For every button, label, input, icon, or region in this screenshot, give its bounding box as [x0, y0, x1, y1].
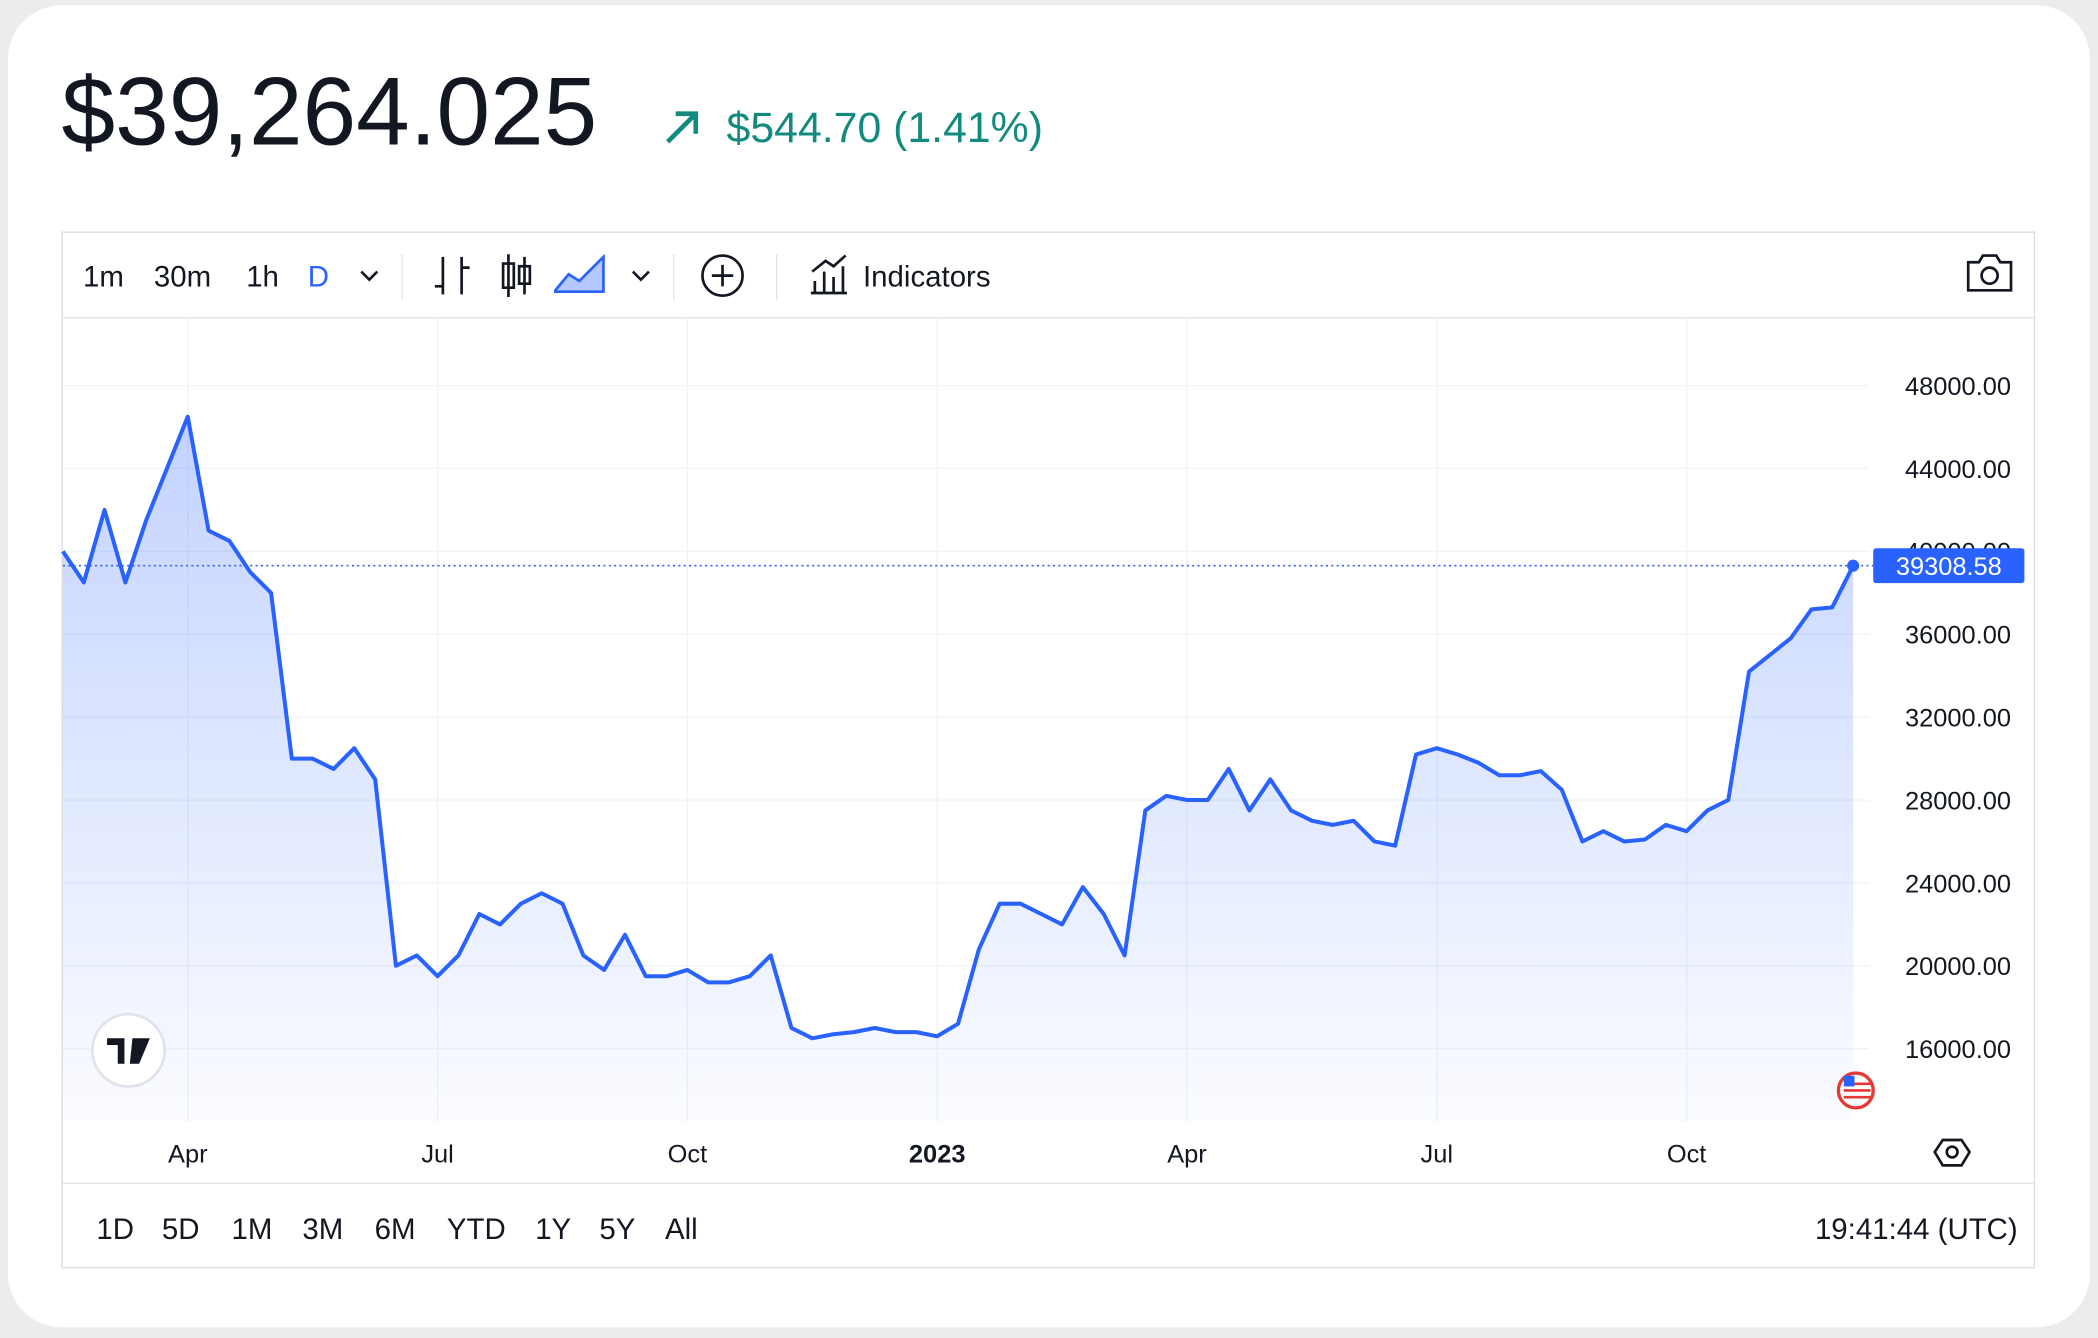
- range-button[interactable]: YTD: [447, 1213, 506, 1246]
- up-arrow: [666, 111, 699, 144]
- price: $39,264.025: [62, 59, 598, 166]
- interval-button-active[interactable]: D: [308, 260, 329, 293]
- indicators-icon[interactable]: [810, 254, 847, 295]
- range-button[interactable]: 5D: [162, 1213, 200, 1246]
- range-button[interactable]: 1Y: [535, 1213, 571, 1246]
- range-button[interactable]: 1M: [231, 1213, 272, 1246]
- interval-button[interactable]: 1m: [83, 260, 124, 293]
- range-button[interactable]: 6M: [375, 1213, 416, 1246]
- area-icon[interactable]: [553, 253, 605, 294]
- x-tick-label: Oct: [668, 1141, 708, 1169]
- clock: 19:41:44 (UTC): [1815, 1213, 2018, 1246]
- x-tick-label: Oct: [1667, 1141, 1707, 1169]
- range-button[interactable]: All: [665, 1213, 698, 1246]
- y-tick-label: 32000.00: [1905, 705, 2011, 733]
- screenshot-button[interactable]: [1966, 254, 2013, 292]
- last-value-label: 39308.58: [1896, 553, 2002, 581]
- plot: Apr Jul Oct 2023 Apr Jul Oct 16000.00 20000.00 24…: [61, 318, 2025, 1169]
- logo-badge: [90, 1012, 166, 1088]
- x-tick-label: Jul: [421, 1141, 453, 1169]
- y-tick-label: 36000.00: [1905, 622, 2011, 650]
- compare-plus: [711, 264, 734, 287]
- range-button[interactable]: 1D: [96, 1213, 134, 1246]
- camera-lens: [1980, 266, 1999, 285]
- settings-dot: [1945, 1145, 1959, 1159]
- y-tick-label: 28000.00: [1905, 787, 2011, 815]
- interval-button[interactable]: 30m: [154, 260, 211, 293]
- y-tick-label: 16000.00: [1905, 1036, 2011, 1064]
- range-button[interactable]: 3M: [302, 1213, 343, 1246]
- bars-icon[interactable]: [434, 256, 470, 295]
- indicators-button[interactable]: Indicators: [863, 260, 991, 293]
- price-change: $544.70 (1.41%): [727, 104, 1043, 152]
- compare-button[interactable]: [701, 254, 744, 298]
- candles-icon[interactable]: [501, 254, 532, 298]
- interval-button[interactable]: 1h: [246, 260, 279, 293]
- x-tick-label: Jul: [1421, 1141, 1453, 1169]
- settings-button[interactable]: [1933, 1138, 1972, 1167]
- y-tick-label: 24000.00: [1905, 870, 2011, 898]
- x-tick-label: Apr: [1167, 1141, 1207, 1169]
- flag-canton: [1843, 1075, 1855, 1087]
- style-dropdown[interactable]: [631, 270, 650, 282]
- interval-dropdown[interactable]: [360, 270, 379, 282]
- logo-mark: [107, 1038, 150, 1064]
- y-tick-label: 48000.00: [1905, 373, 2011, 401]
- last-value-badge: [1873, 548, 2025, 584]
- price-line: [61, 414, 1855, 1041]
- chart-frame: [61, 231, 2036, 1269]
- flag-stripes: [1843, 1082, 1871, 1099]
- y-tick-label: 44000.00: [1905, 456, 2011, 484]
- x-tick-label: 2023: [909, 1141, 966, 1169]
- last-point: [1847, 559, 1860, 572]
- range-button[interactable]: 5Y: [599, 1213, 635, 1246]
- x-tick-label: Apr: [168, 1141, 208, 1169]
- y-tick-label: 20000.00: [1905, 953, 2011, 981]
- area-fill: [62, 416, 1854, 1122]
